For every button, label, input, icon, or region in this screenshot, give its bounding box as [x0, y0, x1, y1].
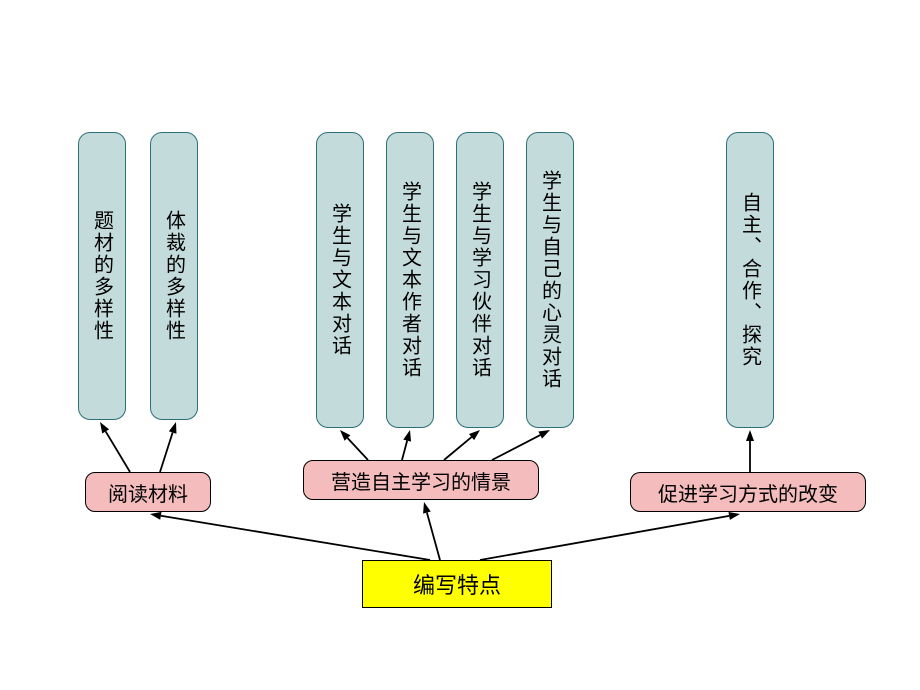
node-label-m2: 营造自主学习的情景 — [331, 466, 511, 495]
node-m2: 营造自主学习的情景 — [303, 460, 539, 500]
node-label-l6: 学生与自己的心灵对话 — [536, 170, 565, 390]
node-label-l4: 学生与文本作者对话 — [396, 181, 425, 379]
node-label-l2: 体裁的多样性 — [160, 210, 189, 342]
node-label-l7: 自主、合作、探究 — [736, 192, 765, 368]
node-label-l1: 题材的多样性 — [88, 210, 117, 342]
node-label-l3: 学生与文本对话 — [326, 203, 355, 357]
node-label-m3: 促进学习方式的改变 — [658, 478, 838, 507]
node-label-root: 编写特点 — [413, 568, 501, 600]
node-l5: 学生与学习伙伴对话 — [456, 132, 504, 428]
node-root: 编写特点 — [362, 560, 552, 608]
node-l1: 题材的多样性 — [78, 132, 126, 420]
node-m1: 阅读材料 — [85, 472, 211, 512]
node-l2: 体裁的多样性 — [150, 132, 198, 420]
node-l4: 学生与文本作者对话 — [386, 132, 434, 428]
node-l7: 自主、合作、探究 — [726, 132, 774, 428]
node-l3: 学生与文本对话 — [316, 132, 364, 428]
node-label-l5: 学生与学习伙伴对话 — [466, 181, 495, 379]
node-label-m1: 阅读材料 — [108, 478, 188, 507]
node-m3: 促进学习方式的改变 — [630, 472, 866, 512]
node-l6: 学生与自己的心灵对话 — [526, 132, 574, 428]
